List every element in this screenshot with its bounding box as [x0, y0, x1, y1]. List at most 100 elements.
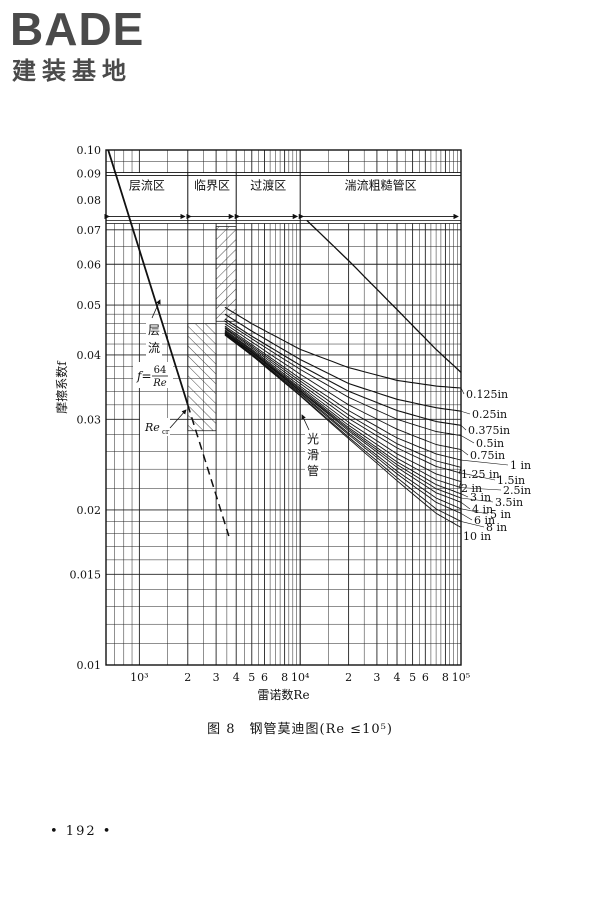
smooth-pipe-label: 管: [307, 463, 319, 478]
curves: [107, 149, 509, 537]
x-tick-label: 3: [373, 671, 380, 684]
hatched-zones: [187, 226, 237, 432]
critical-zone-hatch: [215, 226, 237, 322]
smooth-pipe-label: 滑: [307, 448, 319, 462]
series-label: 5 in: [490, 508, 511, 521]
series-label: 3 in: [470, 491, 491, 504]
recr-bg: [140, 418, 170, 436]
series-line: [224, 318, 462, 426]
series-leader: [460, 487, 502, 491]
series-label: 4 in: [472, 503, 493, 516]
smooth-pipe-label: 光: [307, 432, 319, 446]
series-label: 3.5in: [495, 496, 523, 509]
y-tick-label: 0.01: [77, 659, 102, 672]
region-band: [104, 172, 461, 478]
plot-frame: [105, 149, 462, 666]
y-tick-label: 0.08: [77, 194, 102, 207]
region-label-bg: [247, 176, 290, 194]
series-label: 6 in: [474, 514, 495, 527]
laminar-annotation: 层: [148, 323, 160, 337]
y-axis-title: 摩擦系数f: [54, 360, 69, 414]
critical-re-subscript: cr: [162, 428, 170, 436]
region-label: 层流区: [129, 179, 165, 193]
series-leader: [460, 472, 496, 481]
formula-bg: [133, 362, 173, 388]
x-tick-label: 10⁵: [452, 671, 470, 684]
y-tick-label: 0.02: [77, 504, 102, 517]
critical-re-label: Re: [144, 421, 160, 434]
series-line: [224, 334, 462, 522]
smooth-bg: [305, 430, 321, 446]
logo-subtitle: 建装基地: [12, 57, 132, 85]
x-tick-label: 6: [261, 671, 268, 684]
series-label: 1.5in: [497, 474, 525, 487]
laminar-pointer: [151, 299, 161, 319]
figure-caption: 图 8 钢管莫迪图(Re ≤10⁵): [207, 722, 393, 737]
y-tick-label: 0.015: [70, 568, 102, 581]
y-tick-label: 0.07: [77, 224, 102, 237]
x-tick-label: 10³: [130, 671, 148, 684]
series-label: 2.5in: [503, 484, 531, 497]
series-label: 0.375in: [468, 424, 510, 437]
series-label: 2 in: [461, 482, 482, 495]
series-label: 0.5in: [476, 437, 504, 450]
formula-numerator: 64: [154, 365, 167, 376]
series-label: 1.25 in: [461, 468, 500, 481]
laminar-annotation: 流: [148, 341, 160, 355]
series-leader: [460, 513, 473, 521]
region-label-bg: [341, 176, 420, 194]
y-tick-label: 0.09: [77, 168, 102, 181]
series-line: [224, 320, 462, 436]
series-line: [224, 334, 462, 528]
region-label: 临界区: [194, 179, 230, 193]
region-label: 过渡区: [250, 178, 286, 193]
series-line: [224, 327, 462, 468]
series-leader: [460, 435, 475, 444]
series-label: 1 in: [510, 459, 531, 472]
series-leader: [460, 459, 509, 466]
y-tick-label: 0.05: [77, 299, 102, 312]
region-label: 湍流粗糙管区: [345, 178, 417, 193]
y-tick-label: 0.06: [77, 258, 102, 271]
x-tick-label: 2: [345, 671, 352, 684]
labels: 层流区 临界区 过渡区 湍流粗糙管区 0.125in 0.25in 0.375in0.5in…: [54, 144, 531, 702]
annotation-bg: [146, 338, 162, 356]
laminar-line: [107, 149, 189, 406]
x-tick-label: 4: [233, 671, 240, 684]
x-tick-label: 4: [394, 671, 401, 684]
y-tick-label: 0.03: [77, 413, 102, 426]
series-line: [224, 328, 462, 474]
page-number: • 192 •: [50, 824, 113, 839]
critical-pointer: [169, 409, 187, 429]
series-leader: [460, 410, 471, 415]
series-label: 0.125in: [466, 388, 508, 401]
region-label-bg: [125, 176, 168, 194]
series-line: [224, 330, 462, 489]
x-axis-title: 雷诺数Re: [257, 687, 309, 702]
x-tick-label: 8: [442, 671, 449, 684]
series-leader: [460, 493, 469, 498]
series-label: 8 in: [486, 521, 507, 534]
region-label-bg: [190, 176, 233, 194]
laminar-extension-dashed: [187, 404, 230, 537]
series-line: [224, 329, 462, 483]
x-tick-label: 6: [422, 671, 429, 684]
series-line: [224, 306, 462, 389]
series-leader: [460, 521, 485, 528]
smooth-bg: [305, 446, 321, 462]
series-label: 0.25in: [472, 408, 507, 421]
logo-brand: BADE: [10, 3, 145, 55]
transition-zone-hatch: [187, 323, 217, 432]
grid: [106, 149, 462, 666]
series-line: [224, 325, 462, 461]
rough-zone-boundary: [306, 219, 462, 373]
annotation-bg: [146, 320, 162, 338]
x-tick-label: 3: [213, 671, 220, 684]
series-label: 10 in: [463, 530, 491, 543]
series-line: [224, 313, 462, 412]
smooth-pointer: [301, 414, 310, 431]
series-leader: [460, 449, 469, 456]
formula-lhs: f=: [136, 369, 152, 383]
x-tick-label: 2: [184, 671, 191, 684]
